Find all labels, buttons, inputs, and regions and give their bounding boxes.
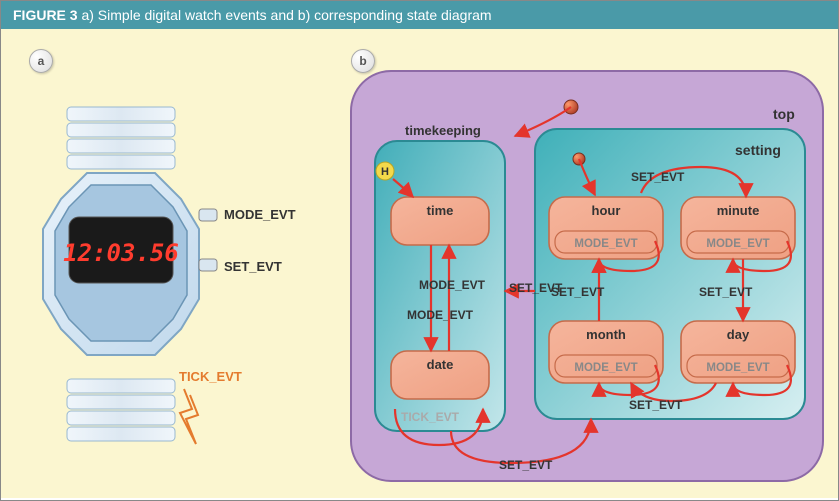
- figure-caption: a) Simple digital watch events and b) co…: [81, 7, 491, 23]
- figure-body: a b 12:03.56 MODE_EVT SET_EVT TICK_EVT t…: [1, 29, 838, 498]
- setting-label: setting: [735, 142, 781, 158]
- transition-label-tk-self-tick: TICK_EVT: [401, 410, 460, 424]
- panel-badge-a: a: [29, 49, 53, 73]
- svg-text:day: day: [727, 327, 750, 342]
- svg-text:date: date: [427, 357, 454, 372]
- figure-header: FIGURE 3 a) Simple digital watch events …: [1, 1, 838, 29]
- mode-evt-label: MODE_EVT: [224, 207, 296, 222]
- set-evt-label: SET_EVT: [224, 259, 282, 274]
- timekeeping-label: timekeeping: [405, 123, 481, 138]
- transition-label-date-time: MODE_EVT: [419, 278, 486, 292]
- state-diagram: top timekeeping Hsetting time date hour MODE_E…: [351, 71, 823, 481]
- svg-text:MODE_EVT: MODE_EVT: [706, 238, 769, 250]
- tick-evt-label: TICK_EVT: [179, 369, 242, 384]
- transition-label-hour-minute: SET_EVT: [631, 170, 685, 184]
- svg-text:H: H: [381, 166, 389, 178]
- transition-label-time-date: MODE_EVT: [407, 308, 474, 322]
- watch-illustration: 12:03.56: [29, 99, 284, 459]
- figure-container: FIGURE 3 a) Simple digital watch events …: [0, 0, 839, 501]
- figure-number: FIGURE 3: [13, 7, 78, 23]
- transition-label-day-month: SET_EVT: [629, 398, 683, 412]
- svg-text:MODE_EVT: MODE_EVT: [706, 362, 769, 374]
- transition-label-tk-to-setting: SET_EVT: [499, 458, 553, 472]
- panel-badge-b: b: [351, 49, 375, 73]
- svg-text:time: time: [427, 203, 454, 218]
- svg-text:month: month: [586, 327, 626, 342]
- svg-text:MODE_EVT: MODE_EVT: [574, 238, 637, 250]
- svg-text:minute: minute: [717, 203, 760, 218]
- svg-text:12:03.56: 12:03.56: [63, 239, 179, 267]
- transition-label-month-hour: SET_EVT: [551, 285, 605, 299]
- svg-text:hour: hour: [592, 203, 621, 218]
- top-label: top: [773, 106, 795, 122]
- transition-label-minute-day: SET_EVT: [699, 285, 753, 299]
- svg-text:MODE_EVT: MODE_EVT: [574, 362, 637, 374]
